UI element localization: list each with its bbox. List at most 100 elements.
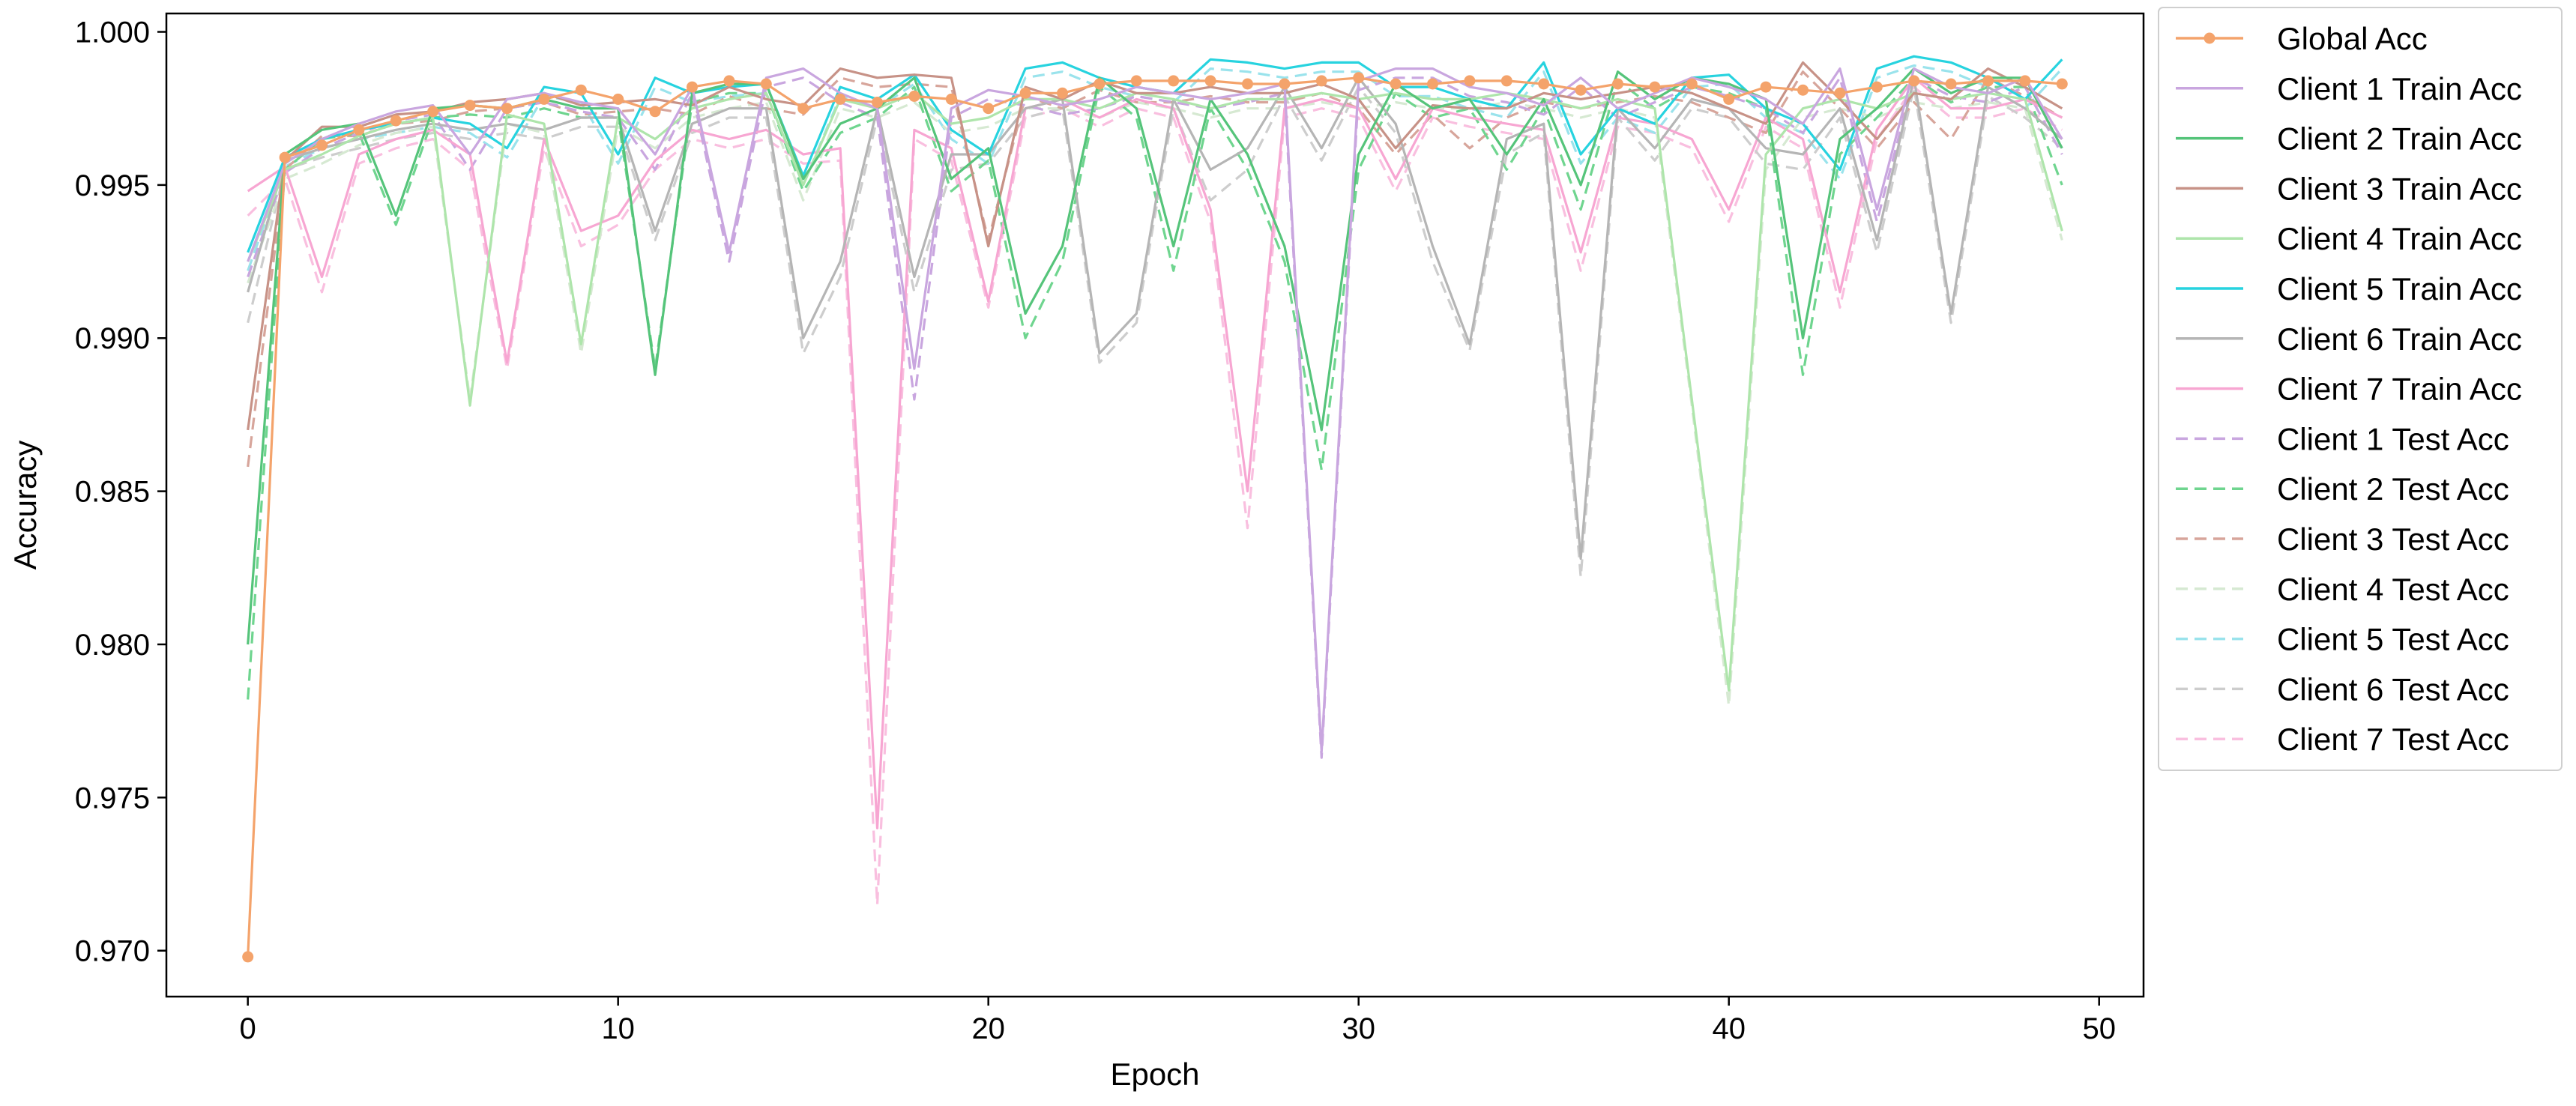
series-global-acc [242, 72, 2068, 963]
data-point [1723, 93, 1735, 105]
data-point [1279, 78, 1291, 90]
legend-label: Client 2 Train Acc [2277, 121, 2522, 157]
data-point [538, 93, 550, 105]
data-point [945, 93, 957, 105]
legend-item-client-3-train-acc: Client 3 Train Acc [2176, 171, 2522, 206]
series-line-client-2-test-acc [247, 76, 2063, 700]
data-point [760, 78, 772, 90]
legend-item-client-1-train-acc: Client 1 Train Acc [2176, 71, 2522, 106]
data-point [1908, 75, 1920, 87]
data-point [1797, 84, 1809, 96]
data-point [1427, 78, 1438, 90]
x-tick-label: 50 [2082, 1012, 2116, 1045]
data-point [612, 93, 624, 105]
legend-item-client-4-train-acc: Client 4 Train Acc [2176, 221, 2522, 256]
data-point [1315, 75, 1327, 87]
series-line-global-acc [247, 76, 2063, 957]
data-point [983, 103, 995, 115]
legend-label: Client 1 Test Acc [2277, 421, 2509, 456]
series-client-4-train-acc [247, 91, 2063, 692]
series-line-client-4-train-acc [247, 91, 2063, 692]
y-tick-label: 1.000 [75, 16, 150, 49]
series-line-client-1-test-acc [247, 76, 2063, 759]
legend-label: Client 4 Test Acc [2277, 572, 2509, 607]
series-line-client-6-test-acc [247, 85, 2063, 578]
legend-label: Client 3 Test Acc [2277, 522, 2509, 557]
series-layer [242, 55, 2068, 963]
data-point [1538, 78, 1550, 90]
legend-item-client-5-test-acc: Client 5 Test Acc [2176, 622, 2509, 657]
data-point [1204, 75, 1216, 87]
data-point [1649, 81, 1661, 93]
y-tick-label: 0.975 [75, 782, 150, 815]
series-client-1-test-acc [247, 76, 2063, 759]
legend-item-client-2-train-acc: Client 2 Train Acc [2176, 121, 2522, 157]
y-axis: 0.970 0.975 0.980 0.985 0.990 0.995 1.000 [75, 16, 166, 968]
legend-label: Client 6 Train Acc [2277, 321, 2522, 357]
legend-item-client-2-test-acc: Client 2 Test Acc [2176, 471, 2509, 507]
legend-item-global-acc: Global Acc [2176, 21, 2428, 56]
data-point [353, 124, 365, 136]
data-point [1390, 78, 1402, 90]
legend-item-client-7-test-acc: Client 7 Test Acc [2176, 722, 2509, 757]
series-client-6-train-acc [247, 76, 2063, 560]
x-axis-title: Epoch [1110, 1057, 1199, 1092]
legend-label: Client 7 Train Acc [2277, 372, 2522, 407]
data-point [464, 100, 476, 112]
x-axis: 0 10 20 30 40 50 [240, 997, 2116, 1045]
y-tick-label: 0.985 [75, 476, 150, 509]
x-tick-label: 20 [971, 1012, 1005, 1045]
data-point [1094, 78, 1105, 90]
data-point [390, 115, 402, 127]
data-point [1686, 78, 1698, 90]
legend: Global Acc Client 1 Train Acc Client 2 Tra… [2158, 7, 2563, 771]
x-tick-label: 40 [1712, 1012, 1746, 1045]
data-point [1464, 75, 1476, 87]
data-point [1612, 78, 1623, 90]
data-point [1982, 75, 1994, 87]
x-tick-label: 10 [601, 1012, 635, 1045]
data-point [834, 93, 846, 105]
legend-label: Client 3 Train Acc [2277, 171, 2522, 206]
legend-item-client-6-test-acc: Client 6 Test Acc [2176, 671, 2509, 707]
legend-label: Client 5 Test Acc [2277, 622, 2509, 657]
data-point [2056, 78, 2068, 90]
series-line-client-1-train-acc [247, 67, 2063, 753]
data-point [1945, 78, 1957, 90]
data-point [1242, 78, 1253, 90]
data-point [427, 106, 439, 118]
data-point [1500, 75, 1512, 87]
data-point [908, 90, 920, 102]
data-point [242, 951, 254, 963]
y-tick-label: 0.970 [75, 935, 150, 968]
series-client-6-test-acc [247, 85, 2063, 578]
data-point [1057, 87, 1068, 99]
legend-label: Client 1 Train Acc [2277, 71, 2522, 106]
legend-item-client-7-train-acc: Client 7 Train Acc [2176, 372, 2522, 407]
data-point [1760, 81, 1772, 93]
series-line-client-6-train-acc [247, 76, 2063, 560]
legend-label: Client 2 Test Acc [2277, 471, 2509, 507]
legend-item-client-5-train-acc: Client 5 Train Acc [2176, 271, 2522, 306]
y-tick-label: 0.980 [75, 629, 150, 662]
y-tick-label: 0.995 [75, 169, 150, 202]
legend-label: Client 6 Test Acc [2277, 671, 2509, 707]
data-point [1871, 81, 1883, 93]
legend-label: Client 7 Test Acc [2277, 722, 2509, 757]
data-point [1019, 87, 1031, 99]
data-point [1168, 75, 1180, 87]
series-client-1-train-acc [247, 67, 2063, 753]
data-point [1575, 84, 1587, 96]
data-point [797, 103, 809, 115]
data-point [723, 75, 735, 87]
data-point [1834, 87, 1846, 99]
x-tick-label: 30 [1342, 1012, 1375, 1045]
y-tick-label: 0.990 [75, 322, 150, 355]
legend-item-client-3-test-acc: Client 3 Test Acc [2176, 522, 2509, 557]
y-axis-title: Accuracy [7, 441, 43, 570]
x-tick-label: 0 [240, 1012, 256, 1045]
legend-marker [2204, 32, 2215, 44]
data-point [1353, 72, 1365, 84]
legend-item-client-6-train-acc: Client 6 Train Acc [2176, 321, 2522, 357]
